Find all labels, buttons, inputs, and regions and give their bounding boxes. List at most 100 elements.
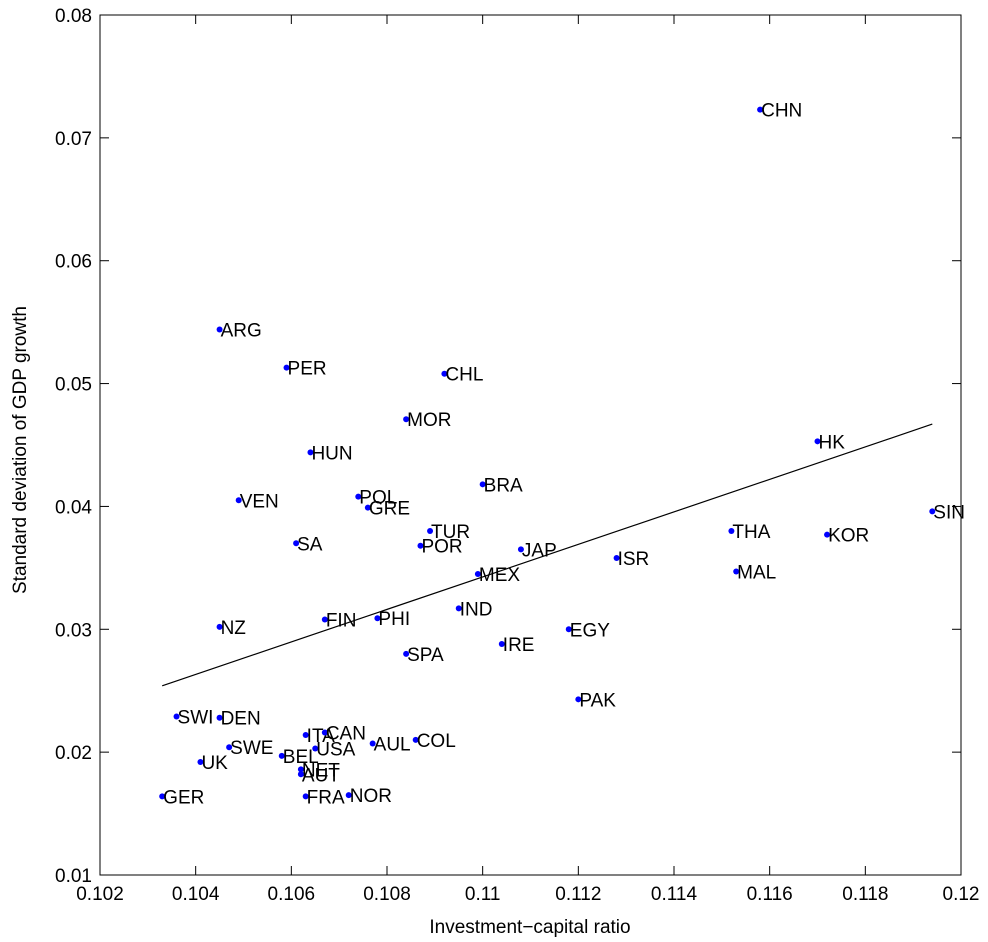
point-label-per: PER xyxy=(288,359,327,380)
data-point-nor xyxy=(345,792,352,799)
data-point-kor xyxy=(824,531,831,538)
point-label-mal: MAL xyxy=(737,563,776,584)
data-point-fra xyxy=(302,793,309,800)
point-label-mor: MOR xyxy=(407,410,451,431)
x-tick-label: 0.112 xyxy=(555,884,601,905)
data-point-mal xyxy=(733,568,740,575)
point-label-can: CAN xyxy=(326,723,366,744)
data-point-hun xyxy=(307,449,314,456)
data-point-arg xyxy=(216,326,223,333)
x-tick-label: 0.102 xyxy=(76,884,124,905)
axes-box xyxy=(99,14,962,876)
x-tick-label: 0.118 xyxy=(842,884,888,905)
data-point-pol xyxy=(355,493,362,500)
point-label-pak: PAK xyxy=(579,690,616,711)
data-point-tha xyxy=(728,528,735,534)
point-label-tha: THA xyxy=(732,522,770,543)
data-point-uk xyxy=(197,758,204,765)
point-label-sa: SA xyxy=(297,534,323,555)
y-tick-label: 0.02 xyxy=(55,743,92,764)
point-label-nor: NOR xyxy=(350,786,392,807)
data-point-den xyxy=(216,714,223,721)
y-tick-label: 0.06 xyxy=(55,252,92,273)
point-label-tur: TUR xyxy=(431,522,470,543)
data-point-ind xyxy=(455,605,462,612)
point-label-aul: AUL xyxy=(374,735,411,756)
data-point-hk xyxy=(814,438,821,445)
data-point-fin xyxy=(321,616,328,623)
y-tick-label: 0.01 xyxy=(55,866,92,887)
data-point-bel xyxy=(278,752,285,759)
data-point-egy xyxy=(565,626,572,633)
point-label-spa: SPA xyxy=(407,645,444,666)
point-label-gre: GRE xyxy=(369,499,410,520)
data-point-can xyxy=(321,729,328,736)
point-label-net: NET xyxy=(302,760,340,781)
data-point-ven xyxy=(235,497,242,504)
x-tick-label: 0.108 xyxy=(363,884,411,905)
point-label-kor: KOR xyxy=(828,526,869,547)
point-label-arg: ARG xyxy=(221,321,262,342)
point-label-egy: EGY xyxy=(570,620,610,641)
point-label-col: COL xyxy=(417,731,456,752)
y-tick-label: 0.07 xyxy=(55,129,92,150)
point-label-hk: HK xyxy=(819,432,846,453)
point-label-swe: SWE xyxy=(230,738,273,759)
point-label-bra: BRA xyxy=(484,475,523,496)
data-point-per xyxy=(283,364,290,371)
data-point-chn xyxy=(757,106,764,113)
data-point-ger xyxy=(159,793,166,800)
y-tick-label: 0.03 xyxy=(55,620,92,641)
point-label-hun: HUN xyxy=(311,443,352,464)
y-tick-label: 0.04 xyxy=(55,497,92,518)
x-axis-title: Investment−capital ratio xyxy=(429,917,630,938)
point-label-jap: JAP xyxy=(522,540,557,561)
point-label-nz: NZ xyxy=(221,618,247,639)
y-axis-title: Standard deviation of GDP growth xyxy=(10,306,31,594)
point-label-usa: USA xyxy=(316,739,355,760)
data-point-isr xyxy=(613,555,620,562)
data-point-swi xyxy=(173,713,180,720)
x-tick-label: 0.12 xyxy=(943,884,980,905)
point-label-sin: SIN xyxy=(933,502,965,523)
point-label-ire: IRE xyxy=(503,635,535,656)
point-label-ita: ITA xyxy=(307,726,335,747)
data-point-nz xyxy=(216,623,223,630)
data-point-gre xyxy=(364,504,371,511)
point-label-ind: IND xyxy=(460,599,493,620)
data-point-aut xyxy=(297,771,304,778)
y-tick-label: 0.08 xyxy=(55,6,92,27)
point-label-bel: BEL xyxy=(283,747,319,768)
data-point-tur xyxy=(427,528,434,534)
point-label-chl: CHL xyxy=(445,365,483,386)
point-label-fra: FRA xyxy=(307,787,345,808)
point-label-phi: PHI xyxy=(378,609,410,630)
point-label-mex: MEX xyxy=(479,565,520,586)
point-label-ger: GER xyxy=(163,787,204,808)
data-point-mor xyxy=(403,416,410,423)
y-tick-label: 0.05 xyxy=(55,375,92,396)
data-point-phi xyxy=(374,615,381,622)
data-point-aul xyxy=(369,740,376,747)
data-point-col xyxy=(412,736,419,743)
point-label-por: POR xyxy=(421,537,462,558)
plot-area: 0.102 0.104 0.106 0.108 0.11 0.112 0.114 0.116 0… xyxy=(55,6,979,905)
x-tick-label: 0.104 xyxy=(172,884,220,905)
data-point-net xyxy=(297,766,304,773)
data-point-por xyxy=(417,542,424,549)
trend-line xyxy=(161,423,933,687)
data-point-spa xyxy=(403,650,410,657)
point-label-den: DEN xyxy=(221,709,261,730)
data-point-sin xyxy=(929,508,936,515)
data-point-jap xyxy=(517,546,524,553)
x-tick-label: 0.116 xyxy=(747,884,793,905)
point-label-ven: VEN xyxy=(240,491,279,512)
data-point-chl xyxy=(441,370,448,377)
point-label-pol: POL xyxy=(359,488,397,509)
point-label-swi: SWI xyxy=(178,708,214,729)
data-point-pak xyxy=(575,696,582,703)
data-point-swe xyxy=(226,744,233,751)
data-point-ita xyxy=(302,731,309,738)
